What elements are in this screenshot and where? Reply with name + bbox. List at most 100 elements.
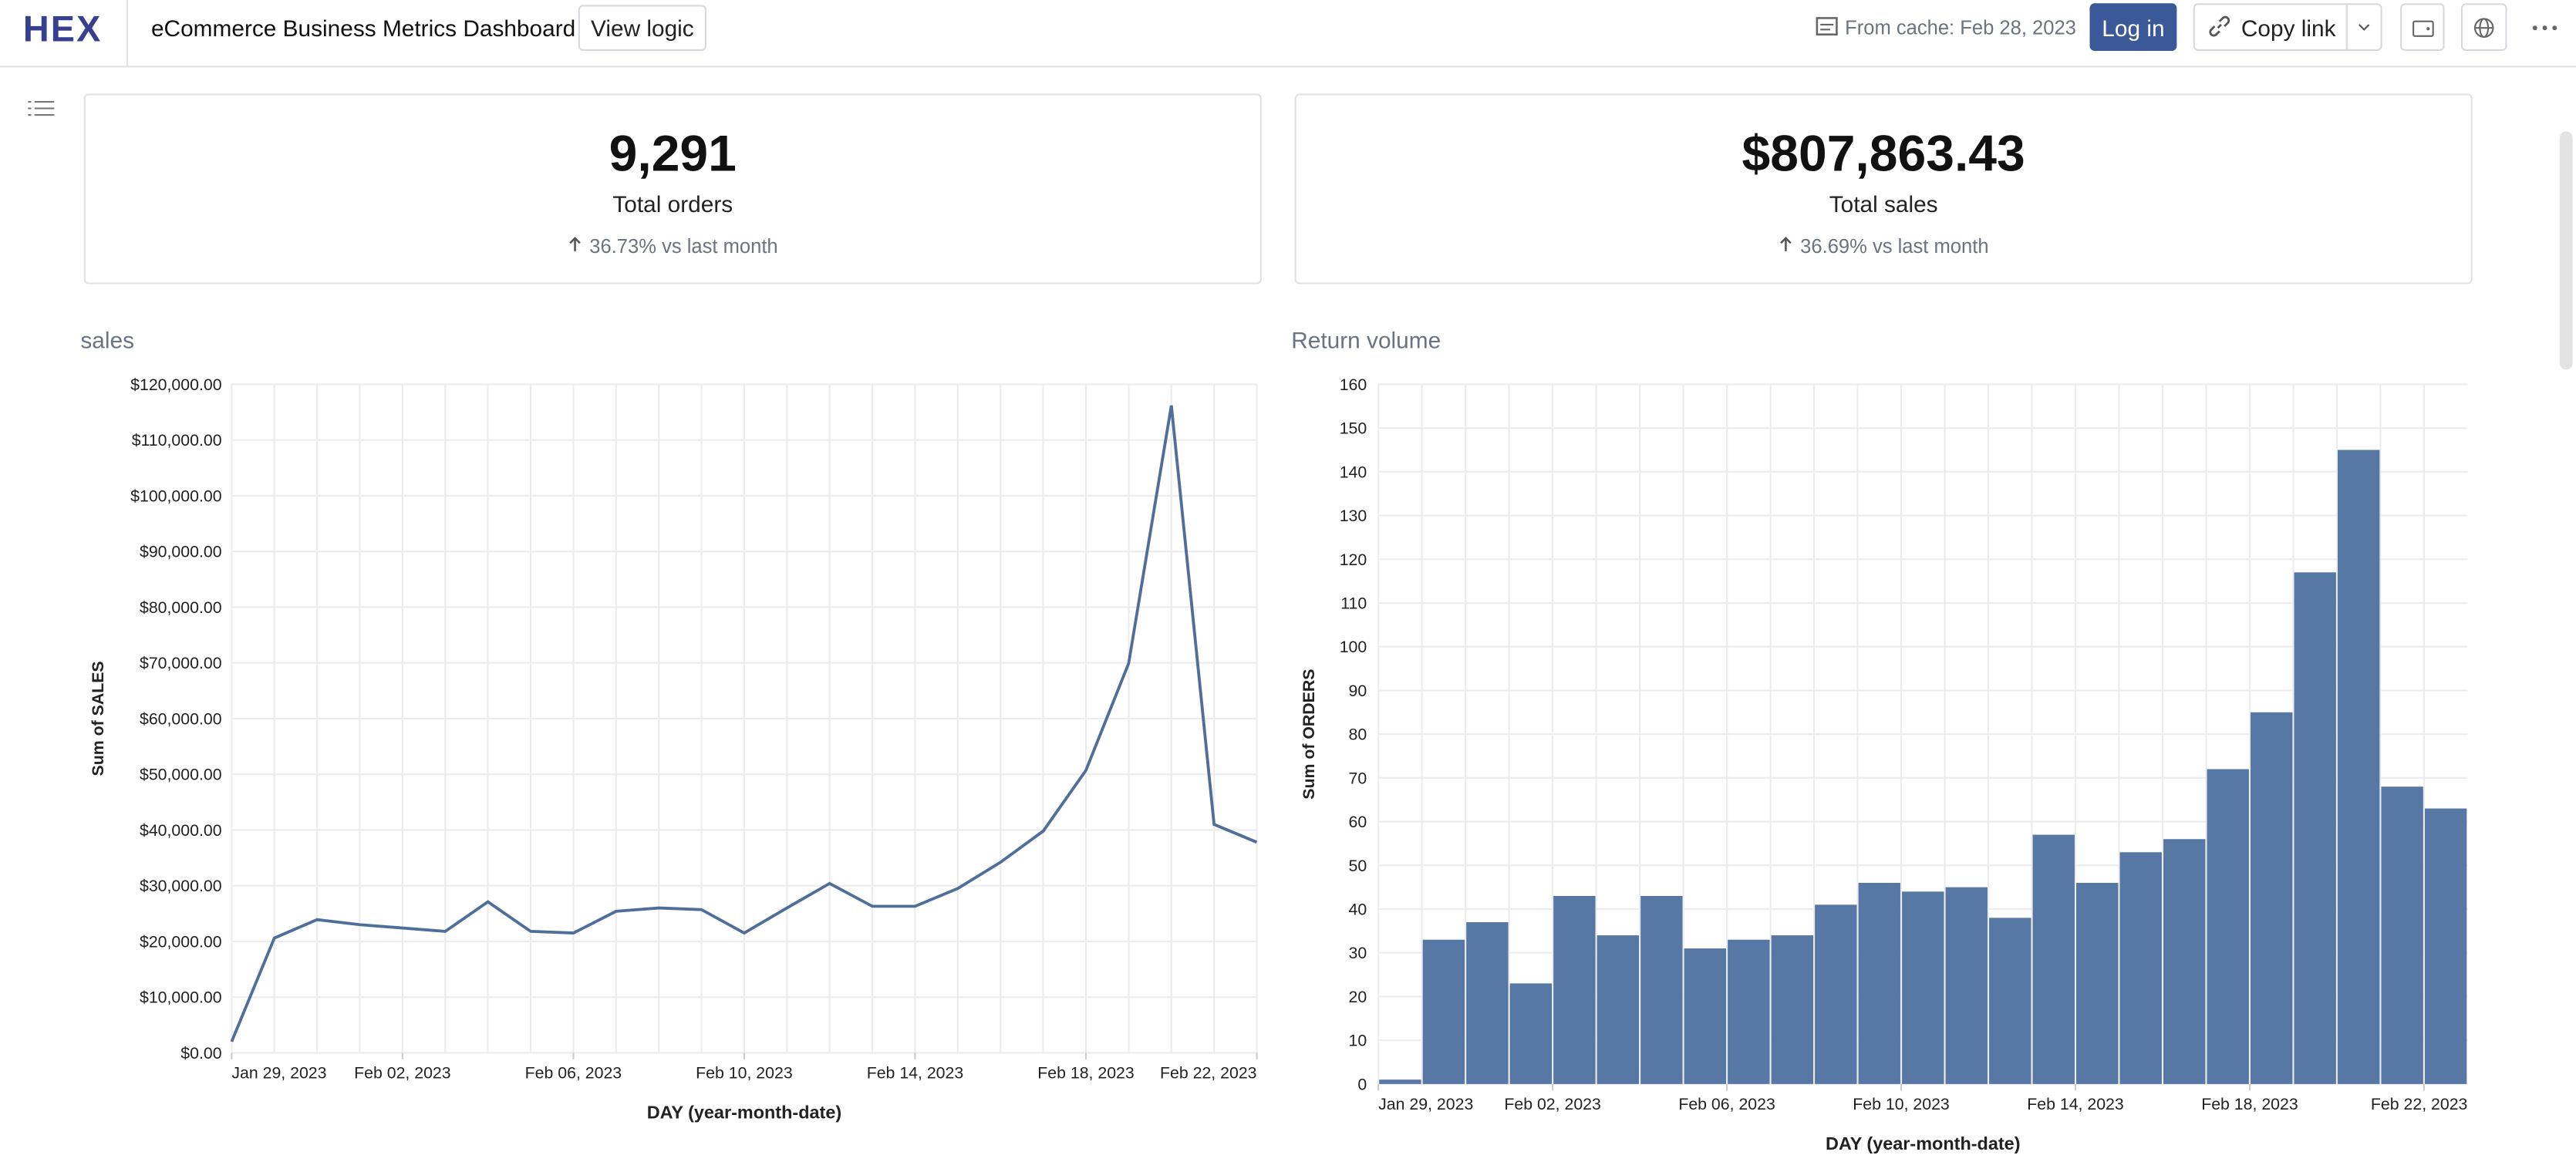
logo[interactable]: HEX [22, 8, 103, 49]
y-axis-title: Sum of ORDERS [1300, 669, 1318, 800]
y-tick-label: 30 [1349, 944, 1367, 962]
login-button[interactable]: Log in [2089, 3, 2177, 52]
x-tick-label: Feb 14, 2023 [867, 1063, 964, 1082]
divider [126, 0, 129, 66]
y-tick-label: 0 [1357, 1075, 1367, 1093]
bar [1989, 918, 2031, 1084]
x-tick-label: Feb 06, 2023 [525, 1063, 622, 1082]
x-tick-label: Feb 22, 2023 [1160, 1063, 1257, 1082]
bar [2424, 808, 2467, 1084]
bar [1640, 895, 1683, 1084]
bar [1902, 891, 1944, 1084]
y-tick-label: $100,000.00 [130, 487, 222, 505]
metric-label: Total sales [1829, 190, 1938, 217]
x-axis-title: DAY (year-month-date) [647, 1103, 841, 1123]
bar [2294, 572, 2336, 1084]
y-tick-label: $70,000.00 [140, 654, 222, 672]
x-tick-label: Feb 06, 2023 [1678, 1095, 1775, 1113]
cache-icon [1816, 17, 1838, 36]
y-tick-label: 120 [1340, 551, 1367, 569]
y-tick-label: 10 [1349, 1032, 1367, 1050]
metric-label: Total orders [612, 190, 733, 217]
bar [2076, 882, 2119, 1084]
bar [1858, 882, 1900, 1084]
bar [2119, 852, 2162, 1084]
metric-card: 9,291 Total orders 36.73% vs last month [83, 93, 1262, 285]
y-tick-label: 160 [1340, 376, 1367, 394]
cache-status: From cache: Feb 28, 2023 [1845, 16, 2076, 40]
y-tick-label: 110 [1340, 594, 1367, 612]
chart-title: Return volume [1291, 326, 1441, 353]
bar [2251, 712, 2293, 1084]
x-tick-label: Feb 18, 2023 [1037, 1063, 1135, 1082]
y-tick-label: $20,000.00 [140, 932, 222, 951]
page-title: eCommerce Business Metrics Dashboard [150, 15, 576, 42]
bar [2207, 769, 2249, 1084]
x-tick-label: Jan 29, 2023 [1378, 1095, 1473, 1113]
metric-value: 9,291 [609, 124, 737, 183]
change-text: 36.69% vs last month [1800, 234, 1989, 258]
y-tick-label: 150 [1340, 419, 1367, 438]
x-tick-label: Feb 14, 2023 [2027, 1095, 2124, 1113]
y-tick-label: 40 [1349, 900, 1367, 918]
y-axis-title: Sum of SALES [89, 661, 107, 776]
x-tick-label: Feb 10, 2023 [696, 1063, 793, 1082]
y-tick-label: $110,000.00 [132, 431, 222, 450]
chart-title: sales [80, 326, 135, 353]
y-tick-label: $40,000.00 [140, 821, 222, 840]
header: HEX eCommerce Business Metrics Dashboard… [0, 0, 2576, 68]
up-arrow [570, 237, 582, 251]
bar [2338, 450, 2380, 1084]
y-tick-label: 80 [1349, 726, 1367, 744]
y-tick-label: 70 [1349, 769, 1367, 787]
y-tick-label: $60,000.00 [140, 709, 222, 728]
y-tick-label: $90,000.00 [140, 543, 222, 561]
bar [1728, 939, 1770, 1084]
x-tick-label: Feb 02, 2023 [1504, 1095, 1601, 1113]
y-tick-label: $50,000.00 [140, 766, 222, 784]
metric-change: 36.73% vs last month [86, 235, 1260, 258]
bar [1815, 904, 1857, 1084]
bar [2163, 839, 2206, 1084]
bar [2381, 786, 2423, 1084]
outline-icon[interactable] [28, 99, 57, 119]
change-text: 36.73% vs last month [589, 234, 778, 258]
more-menu[interactable] [2530, 23, 2559, 33]
bar [1509, 983, 1553, 1084]
y-tick-label: 90 [1349, 682, 1367, 700]
y-tick-label: 100 [1340, 638, 1367, 656]
metric-card: $807,863.43 Total sales 36.69% vs last m… [1294, 93, 2473, 285]
bar [2032, 834, 2075, 1084]
y-tick-label: 130 [1340, 507, 1367, 525]
x-axis-title: DAY (year-month-date) [1826, 1133, 2020, 1153]
y-tick-label: $0.00 [180, 1044, 221, 1063]
bar [1422, 939, 1465, 1084]
x-tick-label: Feb 22, 2023 [2371, 1095, 2468, 1113]
x-tick-label: Jan 29, 2023 [231, 1063, 326, 1082]
x-tick-label: Feb 10, 2023 [1853, 1095, 1950, 1113]
bar [1379, 1079, 1421, 1084]
bar [1466, 922, 1509, 1084]
wallet-button[interactable] [2400, 3, 2445, 52]
copy-link-dropdown[interactable] [2345, 3, 2382, 52]
globe-button[interactable] [2460, 3, 2507, 52]
link-icon [2209, 15, 2230, 37]
y-tick-label: 140 [1340, 463, 1367, 481]
metric-value: $807,863.43 [1741, 124, 2025, 183]
scrollbar[interactable] [2559, 131, 2573, 370]
line [230, 405, 1258, 1042]
x-tick-label: Feb 18, 2023 [2201, 1095, 2298, 1113]
bar [1945, 887, 1988, 1084]
y-tick-label: $120,000.00 [130, 376, 222, 394]
x-tick-label: Feb 02, 2023 [354, 1063, 451, 1082]
view-logic-button[interactable]: View logic [578, 5, 706, 52]
bar [1553, 895, 1596, 1084]
bar [1684, 948, 1727, 1084]
metric-change: 36.69% vs last month [1296, 235, 2471, 258]
y-tick-label: 50 [1349, 857, 1367, 875]
y-tick-label: $80,000.00 [140, 598, 222, 617]
up-arrow [1781, 237, 1792, 251]
y-tick-label: 20 [1349, 988, 1367, 1006]
